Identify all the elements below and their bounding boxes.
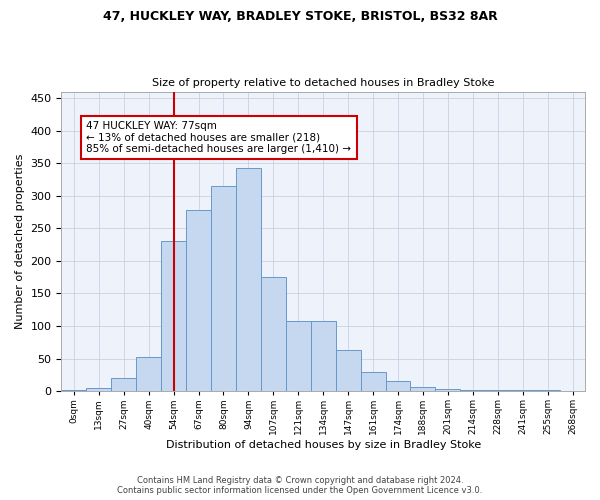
Text: Contains HM Land Registry data © Crown copyright and database right 2024.
Contai: Contains HM Land Registry data © Crown c… xyxy=(118,476,482,495)
Bar xyxy=(386,382,410,391)
Bar xyxy=(436,389,460,391)
Bar xyxy=(510,390,535,391)
Bar xyxy=(211,186,236,391)
Bar xyxy=(161,242,186,391)
Bar xyxy=(136,356,161,391)
Bar xyxy=(410,386,436,391)
Title: Size of property relative to detached houses in Bradley Stoke: Size of property relative to detached ho… xyxy=(152,78,494,88)
Bar xyxy=(335,350,361,391)
Bar xyxy=(286,321,311,391)
Bar xyxy=(460,390,485,391)
Text: 47, HUCKLEY WAY, BRADLEY STOKE, BRISTOL, BS32 8AR: 47, HUCKLEY WAY, BRADLEY STOKE, BRISTOL,… xyxy=(103,10,497,23)
Bar xyxy=(485,390,510,391)
Bar xyxy=(86,388,111,391)
X-axis label: Distribution of detached houses by size in Bradley Stoke: Distribution of detached houses by size … xyxy=(166,440,481,450)
Bar xyxy=(61,390,86,391)
Bar xyxy=(261,277,286,391)
Bar xyxy=(186,210,211,391)
Bar xyxy=(311,321,335,391)
Bar xyxy=(236,168,261,391)
Text: 47 HUCKLEY WAY: 77sqm
← 13% of detached houses are smaller (218)
85% of semi-det: 47 HUCKLEY WAY: 77sqm ← 13% of detached … xyxy=(86,121,352,154)
Bar xyxy=(111,378,136,391)
Y-axis label: Number of detached properties: Number of detached properties xyxy=(15,154,25,329)
Bar xyxy=(361,372,386,391)
Bar xyxy=(535,390,560,391)
